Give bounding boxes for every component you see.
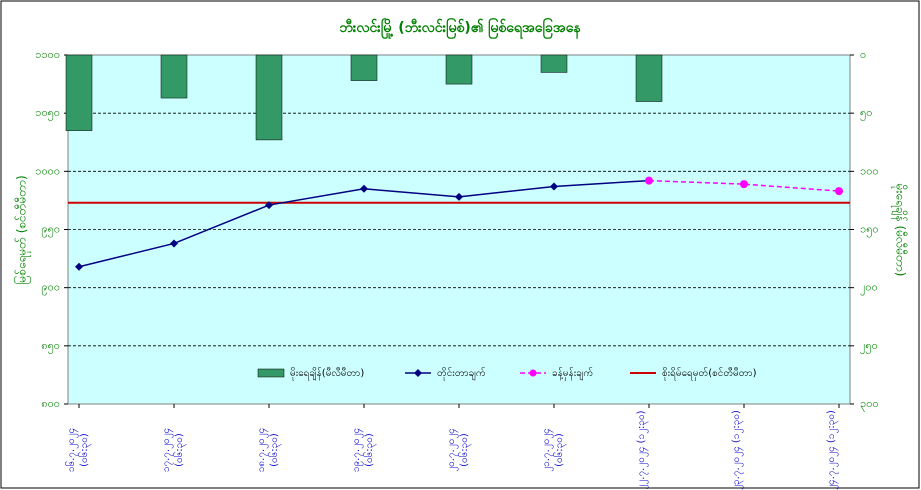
x-tick-label: ၂၁.၇.၂၀၂၄ (၀၆:၃၀) (541, 428, 565, 472)
y2-tick-label: ၃၀၀ (860, 397, 879, 412)
point (645, 176, 653, 185)
x-tick-label: ၂၃.၇.၂၀၂၄ (၁၂:၃၀) (731, 410, 742, 490)
point (455, 192, 463, 201)
x-tick-label: ၂၀.၇.၂၀၂၄ (၀၆:၃၀) (446, 428, 470, 472)
x-tick-label: ၁၇.၇.၂၀၂၄ (၀၆:၃၀) (161, 427, 185, 473)
y2-tick-label: ၁၀၀ (860, 164, 879, 177)
x-tick-label: ၁၉.၇.၂၀၂၄ (၀၆:၃၀) (351, 427, 375, 473)
legend-label: ခန့်မှန်းချက် (552, 366, 593, 381)
bar (445, 54, 473, 85)
y2-tick-label: ၀ (860, 48, 866, 61)
legend-label: မိုးရေချိန်(မီလီမီတာ) (290, 366, 364, 381)
y2-tick-label: ၅၀ (860, 106, 872, 121)
y2-axis-title: မိုးရေချိန် (မီလီမီတာ) (891, 184, 909, 277)
y-axis-title: မြစ်ရေမှတ် (စင်တီမီတာ) (13, 175, 32, 284)
y-tick-label: ၉၀၀ (41, 281, 60, 296)
x-tick-label: ၁၈.၇.၂၀၂၄ (၀၆:၃၀) (256, 427, 280, 473)
point (740, 180, 748, 189)
x-tick-label: ၁၆.၇.၂၀၂၄ (၀၆:၃၀) (66, 427, 90, 473)
y-tick-label: ၁၀၅၀ (35, 106, 60, 121)
legend-swatch (529, 369, 537, 377)
y2-tick-label: ၁၅၀ (860, 223, 879, 238)
y2-tick-label: ၂၅၀ (860, 339, 878, 354)
point (835, 187, 843, 196)
legend-swatch (414, 369, 422, 377)
bar (65, 54, 93, 131)
legend-swatch (257, 368, 285, 378)
legend-label: စိုးရိမ်ရေမှတ်(စင်တီမီတာ) (662, 366, 757, 381)
point (75, 262, 83, 271)
point (360, 184, 368, 193)
y2-tick-label: ၂၀၀ (860, 281, 878, 296)
x-tick-label: ၂၄.၇.၂၀၂၄ (၁၂:၃၀) (826, 410, 837, 490)
y-tick-label: ၈၅၀ (41, 339, 60, 354)
legend-label: တိုင်းတာချက် (437, 366, 486, 381)
y-tick-label: ၁၀၀၀ (35, 164, 60, 177)
point (550, 182, 558, 191)
chart-title: ဘီးလင်းမြို့ (ဘီးလင်းမြစ်)၏ မြစ်ရေအခြေအန… (339, 18, 581, 39)
bar (540, 54, 568, 73)
x-tick-label: ၂၂.၇.၂၀၂၄ (၁၂:၃၀) (636, 410, 647, 490)
bar (350, 54, 378, 81)
point (170, 239, 178, 248)
bar (160, 54, 188, 99)
y-tick-label: ၉၅၀ (41, 223, 60, 238)
y-tick-label: ၁၁၀၀ (35, 48, 60, 61)
point (265, 201, 273, 210)
bar (255, 54, 283, 141)
bar (635, 54, 663, 102)
y-tick-label: ၈၀၀ (41, 397, 60, 410)
